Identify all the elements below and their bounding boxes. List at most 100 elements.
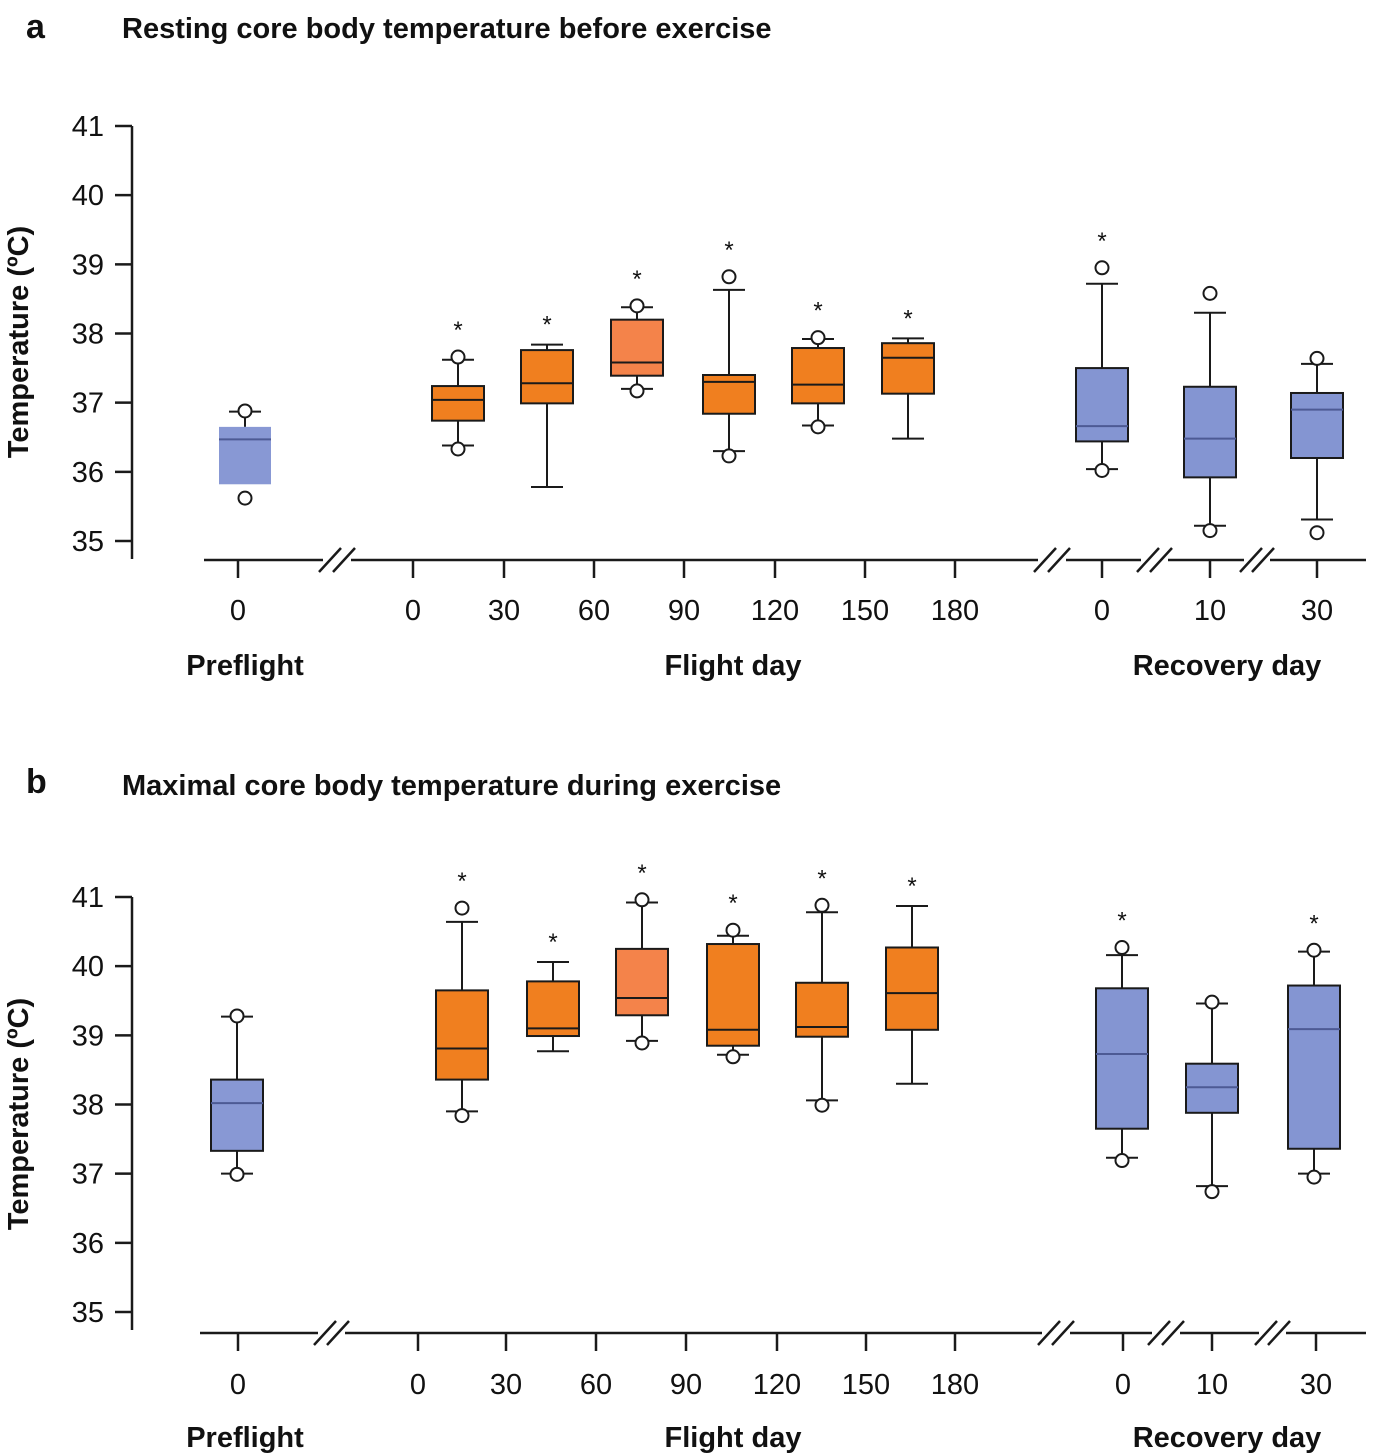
outlier-point [1309, 350, 1325, 366]
x-tick-label: 60 [580, 1369, 612, 1401]
significance-star: * [1097, 228, 1106, 255]
x-tick-label: 10 [1196, 1369, 1228, 1401]
y-tick-label: 40 [72, 180, 104, 212]
outlier-point [725, 922, 741, 938]
x-tick-label: 30 [1301, 595, 1333, 627]
outlier-point [1204, 994, 1220, 1010]
significance-star: * [817, 865, 826, 892]
outlier-point [450, 349, 466, 365]
box-4: * [706, 890, 760, 1065]
box-body [1290, 391, 1344, 460]
axis-break-mark [332, 547, 356, 573]
x-tick-label: 30 [488, 595, 520, 627]
significance-star: * [724, 237, 733, 264]
box-body [706, 943, 760, 1047]
significance-star: * [813, 298, 822, 325]
box-6: * [881, 305, 935, 440]
chart-title: Maximal core body temperature during exe… [122, 770, 781, 802]
box-body [526, 980, 580, 1038]
box-body [885, 946, 939, 1031]
y-tick-label: 38 [72, 1090, 104, 1122]
significance-star: * [903, 305, 912, 332]
outlier-point [725, 1049, 741, 1065]
box-body [615, 947, 669, 1017]
box-1: * [435, 868, 489, 1124]
outlier-point [237, 490, 253, 506]
outlier-point [629, 298, 645, 314]
x-tick-label: 180 [931, 595, 979, 627]
y-tick-label: 38 [72, 319, 104, 351]
axis-break-mark [313, 1320, 337, 1346]
outlier-point [229, 1008, 245, 1024]
box-5: * [791, 298, 845, 435]
x-tick-label: 0 [405, 595, 421, 627]
outlier-point [454, 900, 470, 916]
box-2: * [520, 312, 574, 489]
outlier-point [1114, 1153, 1130, 1169]
axis-break-gap [1244, 556, 1270, 564]
box-body [1183, 385, 1237, 479]
significance-star: * [548, 929, 557, 956]
outlier-point [229, 1166, 245, 1182]
box-7: * [1095, 907, 1149, 1169]
box-body [1185, 1062, 1239, 1114]
box-0 [219, 403, 271, 506]
x-tick-label: 150 [841, 595, 889, 627]
box-body [219, 426, 271, 485]
box-body [702, 374, 756, 415]
axis-break-gap [1152, 1329, 1180, 1337]
outlier-point [237, 403, 253, 419]
axis-break-mark [1251, 547, 1275, 573]
y-tick-label: 40 [72, 951, 104, 983]
x-tick-label: 120 [751, 595, 799, 627]
box-body [610, 318, 664, 377]
axis-break-gap [323, 556, 351, 564]
axis-break-mark [326, 1320, 350, 1346]
panel-b: b Maximal core body temperature during ex… [3, 763, 1366, 1454]
box-body [435, 989, 489, 1081]
x-tick-label: 0 [230, 1369, 246, 1401]
y-tick-label: 35 [72, 526, 104, 558]
x-tick-label: 0 [1094, 595, 1110, 627]
box-6: * [885, 873, 939, 1085]
x-group-label: Recovery day [1133, 1422, 1322, 1454]
axis-break-mark [1161, 1320, 1185, 1346]
axis-break-mark [1037, 1320, 1061, 1346]
y-tick-label: 39 [72, 1020, 104, 1052]
outlier-point [814, 1097, 830, 1113]
x-tick-label: 120 [753, 1369, 801, 1401]
outlier-point [1094, 462, 1110, 478]
chart-title: Resting core body temperature before exe… [122, 13, 772, 45]
y-tick-label: 41 [72, 882, 104, 914]
box-4: * [702, 237, 756, 464]
axis-break-mark [1149, 547, 1173, 573]
box-body [1095, 987, 1149, 1130]
panel-letter: b [26, 763, 47, 801]
box-1: * [431, 317, 485, 457]
box-9: * [1287, 910, 1341, 1185]
outlier-point [1094, 260, 1110, 276]
outlier-point [1306, 1169, 1322, 1185]
outlier-point [1202, 285, 1218, 301]
y-tick-label: 39 [72, 249, 104, 281]
x-tick-label: 90 [670, 1369, 702, 1401]
y-tick-label: 35 [72, 1297, 104, 1329]
outlier-point [634, 1035, 650, 1051]
panel-a: a Resting core body temperature before ex… [3, 8, 1366, 682]
box-body [795, 981, 849, 1038]
outlier-point [454, 1108, 470, 1124]
axis-break-mark [1047, 547, 1071, 573]
axis-break-mark [1254, 1320, 1278, 1346]
outlier-point [721, 269, 737, 285]
significance-star: * [1309, 910, 1318, 937]
x-tick-label: 180 [931, 1369, 979, 1401]
box-3: * [615, 860, 669, 1051]
outlier-point [1114, 939, 1130, 955]
box-body [431, 385, 485, 422]
y-tick-label: 36 [72, 1228, 104, 1260]
significance-star: * [542, 312, 551, 339]
axis-break-mark [318, 547, 342, 573]
y-tick-label: 37 [72, 1159, 104, 1191]
y-axis-label: Temperature (ºC) [3, 226, 35, 458]
